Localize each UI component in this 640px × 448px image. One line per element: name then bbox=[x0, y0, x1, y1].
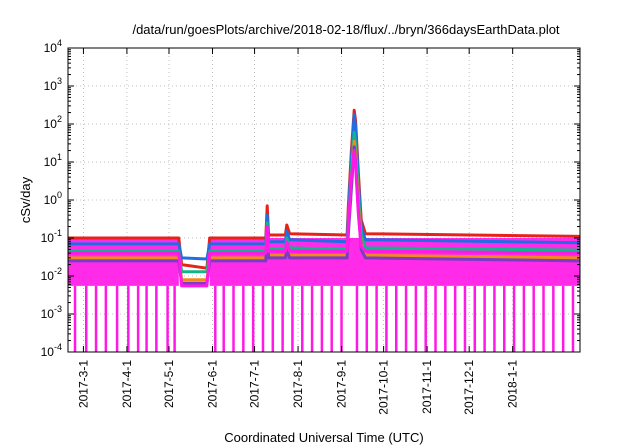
y-tick-label: 10-3 bbox=[41, 304, 62, 321]
y-axis: 10-4 10-3 10-2 10-1 100 101 102 103 104 bbox=[41, 38, 580, 359]
x-tick-label: 2017-6-1 bbox=[205, 360, 219, 408]
y-tick-label: 10-2 bbox=[41, 266, 62, 283]
y-tick-label: 10-4 bbox=[41, 342, 62, 359]
series-line-5 bbox=[68, 149, 581, 288]
x-tick-label: 2017-9-1 bbox=[335, 360, 349, 408]
y-tick-label: 102 bbox=[44, 114, 62, 131]
y-tick-label: 103 bbox=[44, 76, 62, 93]
x-tick-label: 2017-11-1 bbox=[420, 360, 434, 414]
x-tick-label: 2017-5-1 bbox=[162, 360, 176, 408]
y-tick-label: 104 bbox=[44, 38, 62, 55]
x-tick-label: 2017-8-1 bbox=[291, 360, 305, 408]
x-axis-label: Coordinated Universal Time (UTC) bbox=[224, 430, 423, 445]
x-tick-label: 2017-3-1 bbox=[76, 360, 90, 408]
noise-band bbox=[209, 238, 581, 286]
x-tick-label: 2018-1-1 bbox=[506, 360, 520, 408]
x-tick-label: 2017-7-1 bbox=[248, 360, 262, 408]
chart-title: /data/run/goesPlots/archive/2018-02-18/f… bbox=[132, 22, 559, 37]
plot-area bbox=[68, 108, 581, 352]
x-tick-label: 2017-12-1 bbox=[462, 360, 476, 415]
x-axis: 2017-3-1 2017-4-1 2017-5-1 2017-6-1 2017-7-1… bbox=[76, 48, 520, 415]
y-tick-label: 100 bbox=[44, 190, 62, 207]
y-axis-label: cSv/day bbox=[18, 176, 33, 223]
y-tick-label: 101 bbox=[44, 152, 62, 169]
x-tick-label: 2017-10-1 bbox=[377, 360, 391, 415]
y-tick-label: 10-1 bbox=[41, 228, 62, 245]
x-tick-label: 2017-4-1 bbox=[120, 360, 134, 408]
